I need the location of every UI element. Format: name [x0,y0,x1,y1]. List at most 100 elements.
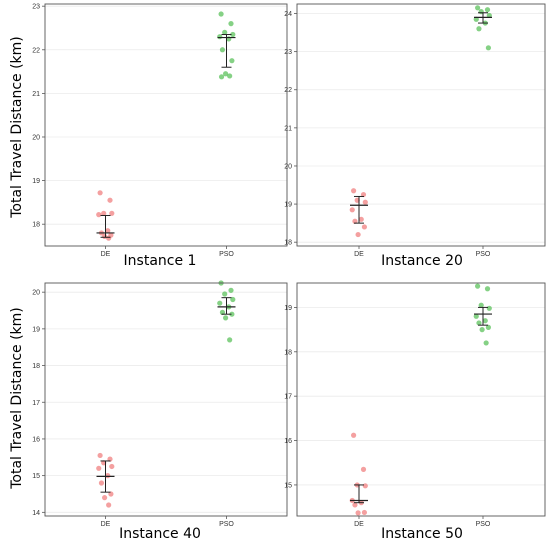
data-point-pso [219,47,226,53]
data-point-de [102,495,108,501]
data-point-pso [485,45,491,51]
plot-area [45,4,287,246]
data-point-pso [486,305,492,311]
data-point-pso [217,300,223,306]
x-tick-label-de: DE [101,521,111,528]
y-tick-label: 21 [32,91,40,98]
data-point-de [107,456,113,462]
data-point-de [107,197,113,203]
data-point-de [106,235,112,241]
plot-area [297,283,545,516]
data-point-pso [476,26,482,32]
data-point-pso [222,29,228,35]
data-point-de [351,432,357,438]
y-tick-label: 18 [284,349,292,356]
y-tick-label: 18 [32,222,40,229]
data-point-de [108,491,114,497]
y-tick-label: 16 [32,436,40,443]
data-point-de [355,510,361,516]
y-tick-label: 17 [284,394,292,401]
y-tick-label: 21 [284,125,292,132]
data-point-pso [485,324,491,330]
x-tick-label-pso: PSO [219,251,234,258]
y-tick-label: 22 [284,87,292,94]
x-tick-label-de: DE [354,251,364,258]
data-point-pso [482,318,488,324]
x-tick-label-de: DE [354,521,364,528]
data-point-pso [475,283,481,289]
y-tick-label: 17 [32,400,40,407]
y-axis-label-top: Total Travel Distance (km) [9,36,25,219]
y-tick-label: 15 [32,473,40,480]
data-point-de [361,509,367,516]
data-point-de [351,188,357,194]
data-point-pso [227,337,233,343]
data-point-pso [223,315,229,321]
y-tick-label: 14 [32,510,40,517]
data-point-de [98,480,105,486]
y-tick-label: 18 [284,240,292,247]
y-tick-label: 19 [284,305,292,312]
data-point-de [101,210,107,216]
chart-panel-instance-1: 18 19 20 21 22 23 DE PSO Instance 1 [32,3,288,269]
data-point-de [360,466,367,472]
data-point-pso [223,71,229,77]
data-point-de [109,210,115,216]
data-point-pso [486,12,492,19]
data-point-de [96,212,102,218]
y-tick-label: 16 [284,438,292,445]
x-tick-label-pso: PSO [476,251,491,258]
data-point-pso [484,286,491,292]
data-point-de [97,452,103,459]
plot-frame [296,282,546,517]
panel-title: Instance 40 [119,526,201,542]
plot-frame [296,3,546,247]
data-point-pso [476,320,482,326]
y-tick-label: 19 [284,202,292,209]
data-point-de [352,218,358,224]
data-point-pso [230,31,236,38]
data-point-pso [222,291,228,297]
data-point-de [360,191,367,198]
x-tick-label-pso: PSO [476,521,491,528]
data-point-de [97,190,103,196]
data-point-de [361,224,367,230]
data-point-de [349,207,355,213]
y-tick-label: 18 [32,363,40,370]
data-point-de [109,463,115,470]
plot-area [297,4,545,246]
data-point-pso [228,21,234,27]
data-point-de [106,502,112,508]
data-point-pso [229,311,235,317]
chart-panel-instance-50: 15 16 17 18 19 DE PSO Instance 50 [284,282,546,542]
panel-title: Instance 20 [381,253,463,269]
data-point-de [352,502,358,508]
data-point-de [362,199,368,205]
data-point-pso [219,309,226,315]
y-tick-label: 23 [32,4,40,11]
data-point-pso [228,287,234,293]
data-point-pso [218,74,225,80]
data-point-de [362,483,368,489]
data-point-pso [475,5,481,11]
y-axis-label-bottom: Total Travel Distance (km) [9,307,25,490]
data-point-pso [230,296,236,303]
plot-area [45,283,287,516]
y-tick-label: 23 [284,49,292,56]
data-point-pso [478,302,484,308]
y-tick-label: 19 [32,326,40,333]
y-tick-label: 20 [32,290,40,297]
y-tick-label: 24 [284,11,292,18]
data-point-pso [484,7,491,13]
data-point-pso [227,73,233,79]
data-point-de [105,228,111,234]
x-tick-label-pso: PSO [219,521,234,528]
panel-title: Instance 1 [124,253,197,269]
data-point-de [355,231,361,238]
y-tick-label: 15 [284,482,292,489]
data-point-pso [473,16,479,22]
chart-panel-instance-40: 14 15 16 17 18 19 20 DE PSO Instance 40 [32,280,288,542]
y-tick-label: 20 [284,163,292,170]
plot-frame [44,3,288,247]
